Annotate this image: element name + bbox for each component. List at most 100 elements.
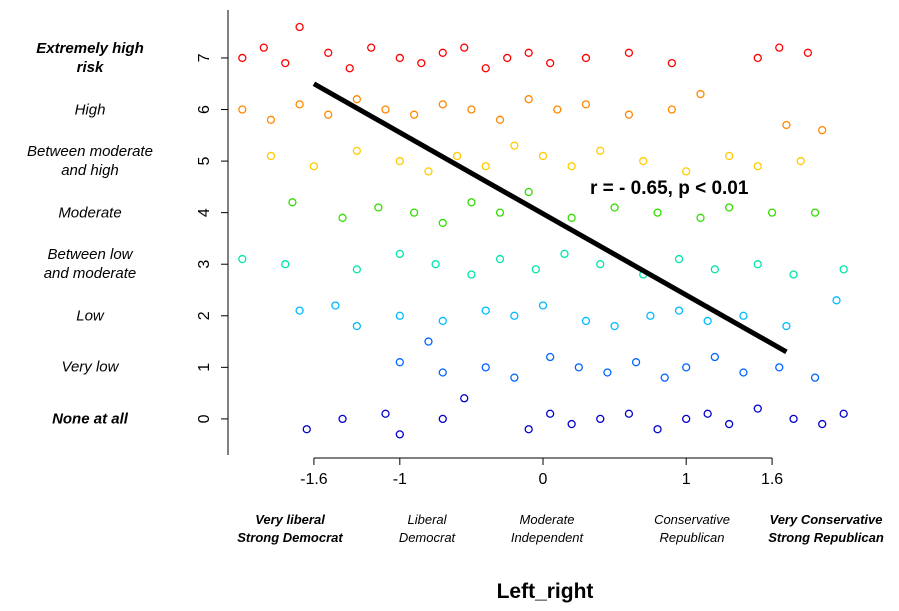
y-category-label: Between moderate and high	[27, 143, 153, 180]
point	[295, 100, 304, 109]
point	[395, 53, 404, 63]
point	[775, 43, 784, 52]
point	[553, 105, 562, 114]
point	[503, 53, 512, 63]
point	[581, 53, 591, 63]
x-axis-title: Left_right	[496, 580, 594, 603]
point	[352, 95, 362, 104]
point	[603, 368, 612, 377]
point	[596, 260, 605, 269]
point	[724, 419, 734, 429]
point	[295, 306, 304, 315]
point	[409, 208, 419, 217]
x-category-label: Liberal Democrat	[398, 512, 456, 545]
x-category-label: Very Conservative Strong Republican	[768, 512, 884, 545]
point	[703, 409, 712, 418]
point	[653, 208, 662, 217]
point	[531, 265, 540, 274]
point	[238, 53, 247, 63]
y-category-label: Extremely high risk	[36, 39, 144, 76]
y-category-label: Moderate	[58, 204, 122, 222]
y-tick-label: 2	[196, 311, 213, 320]
point	[438, 368, 447, 377]
point	[724, 151, 734, 161]
x-tick-label: -1	[393, 471, 407, 488]
point	[395, 156, 404, 166]
y-tick-label: 0	[196, 414, 213, 423]
point	[667, 58, 677, 68]
point	[739, 368, 748, 377]
point	[839, 265, 848, 274]
point	[324, 110, 333, 119]
point	[581, 100, 591, 109]
point	[560, 249, 569, 259]
point	[460, 394, 469, 403]
point	[524, 187, 533, 197]
point	[367, 43, 376, 52]
point	[309, 162, 319, 171]
point	[538, 301, 548, 310]
point	[481, 64, 490, 73]
point	[438, 316, 447, 326]
point	[696, 213, 705, 222]
y-tick-label: 1	[196, 363, 213, 372]
point	[288, 198, 297, 207]
point	[832, 296, 841, 305]
point	[567, 162, 576, 171]
point	[381, 105, 390, 114]
point	[753, 404, 762, 413]
point	[524, 95, 533, 104]
point	[624, 48, 634, 57]
point	[238, 105, 247, 114]
point	[796, 156, 805, 166]
point	[610, 321, 619, 331]
point	[667, 105, 677, 114]
y-category-label: High	[74, 101, 106, 119]
point	[438, 100, 447, 109]
x-tick-label: 1	[682, 471, 691, 488]
y-category-label: None at all	[52, 410, 128, 428]
point	[767, 208, 777, 217]
point	[524, 425, 533, 434]
point	[238, 254, 247, 264]
x-tick-label: 0	[539, 471, 548, 488]
point	[546, 352, 555, 362]
point	[481, 363, 490, 372]
point	[803, 48, 813, 57]
point	[302, 425, 311, 434]
point	[395, 358, 404, 367]
point	[467, 105, 476, 114]
point	[546, 58, 555, 68]
x-category-label: Moderate Independent	[510, 512, 584, 545]
point	[631, 358, 641, 367]
point	[546, 409, 555, 418]
point	[753, 53, 762, 63]
point	[266, 151, 276, 161]
point	[510, 373, 519, 382]
point	[810, 373, 820, 382]
point	[696, 89, 705, 99]
point	[281, 260, 290, 269]
point	[510, 311, 519, 320]
point	[438, 218, 447, 228]
y-tick-label: 6	[196, 105, 213, 114]
point	[417, 58, 426, 68]
point	[338, 213, 347, 222]
point	[338, 414, 347, 424]
point	[639, 156, 648, 166]
point	[682, 167, 691, 176]
point	[467, 270, 476, 279]
point	[395, 430, 404, 439]
point	[596, 146, 605, 155]
point	[345, 64, 354, 73]
point	[775, 363, 784, 372]
point	[374, 203, 383, 212]
point	[295, 22, 304, 32]
point	[839, 409, 848, 418]
y-tick-label: 5	[196, 157, 213, 166]
y-tick-label: 4	[196, 208, 213, 217]
point	[810, 208, 820, 217]
point	[381, 409, 390, 418]
